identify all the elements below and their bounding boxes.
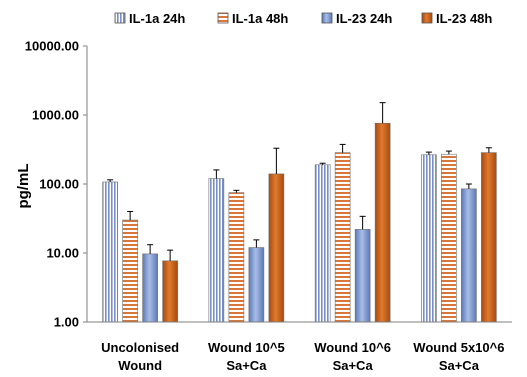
bar-series-3-cat-1	[268, 173, 285, 323]
x-category-label: Wound 10^6	[314, 340, 391, 355]
plot-area	[102, 102, 497, 323]
x-category-label: Sa+Ca	[226, 358, 267, 373]
x-axis-categories: Uncolonised Wound Wound 10^5 Sa+Ca Wound 10^…	[101, 340, 504, 373]
x-category-label: Uncolonised	[101, 340, 179, 355]
x-category-label: Wound 10^5	[208, 340, 285, 355]
bar-series-3-cat-2	[374, 122, 391, 323]
bar-series-3-cat-3	[481, 152, 497, 323]
bar-series-1-cat-1	[228, 192, 245, 323]
legend-item-2: IL-23 24h	[321, 11, 392, 26]
y-tick-label: 1.00	[54, 315, 79, 330]
bar-series-0-cat-2	[314, 164, 331, 323]
legend-item-3: IL-23 48h	[421, 11, 492, 26]
legend-label-0: IL-1a 24h	[129, 11, 185, 26]
bar-series-0-cat-0	[102, 181, 118, 323]
bar-series-2-cat-1	[248, 247, 265, 323]
bar-series-0-cat-3	[421, 154, 437, 323]
bar-series-2-cat-0	[142, 253, 158, 323]
legend-swatch-3	[421, 12, 433, 24]
y-tick-label: 10.00	[46, 246, 79, 261]
legend-item-1: IL-1a 48h	[217, 11, 288, 26]
bar-series-2-cat-3	[461, 188, 477, 323]
legend-label-1: IL-1a 48h	[232, 11, 288, 26]
y-axis-ticks: 1.00 10.00 100.00 1000.00 10000.00	[25, 39, 87, 330]
x-category-label: Sa+Ca	[439, 358, 480, 373]
x-category-label: Wound 5x10^6	[413, 340, 504, 355]
legend-swatch-2	[321, 12, 333, 24]
y-tick-label: 100.00	[39, 177, 79, 192]
bar-series-1-cat-0	[122, 219, 138, 323]
bar-series-0-cat-1	[208, 178, 225, 323]
y-axis-title: pg/mL	[15, 164, 32, 209]
x-category-label: Wound	[118, 358, 162, 373]
y-tick-label: 10000.00	[25, 39, 79, 54]
bar-series-1-cat-3	[441, 153, 457, 323]
legend-label-3: IL-23 48h	[436, 11, 492, 26]
legend: IL-1a 24h IL-1a 48h IL-23 24h IL-23 48h	[114, 11, 492, 26]
legend-swatch-0	[114, 12, 126, 24]
bar-series-3-cat-0	[162, 260, 178, 323]
y-tick-label: 1000.00	[32, 108, 79, 123]
bar-series-1-cat-2	[334, 152, 351, 323]
bar-series-2-cat-2	[354, 229, 371, 323]
legend-label-2: IL-23 24h	[336, 11, 392, 26]
legend-swatch-1	[217, 12, 229, 24]
legend-item-0: IL-1a 24h	[114, 11, 185, 26]
x-category-label: Sa+Ca	[333, 358, 374, 373]
